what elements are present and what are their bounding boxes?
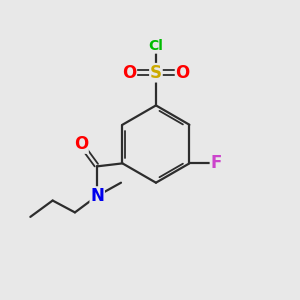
Text: Cl: Cl [148, 39, 164, 53]
Text: O: O [176, 64, 190, 82]
Text: N: N [90, 187, 104, 205]
Text: O: O [74, 135, 88, 153]
Text: O: O [122, 64, 136, 82]
Text: F: F [211, 154, 222, 172]
Text: S: S [150, 64, 162, 82]
